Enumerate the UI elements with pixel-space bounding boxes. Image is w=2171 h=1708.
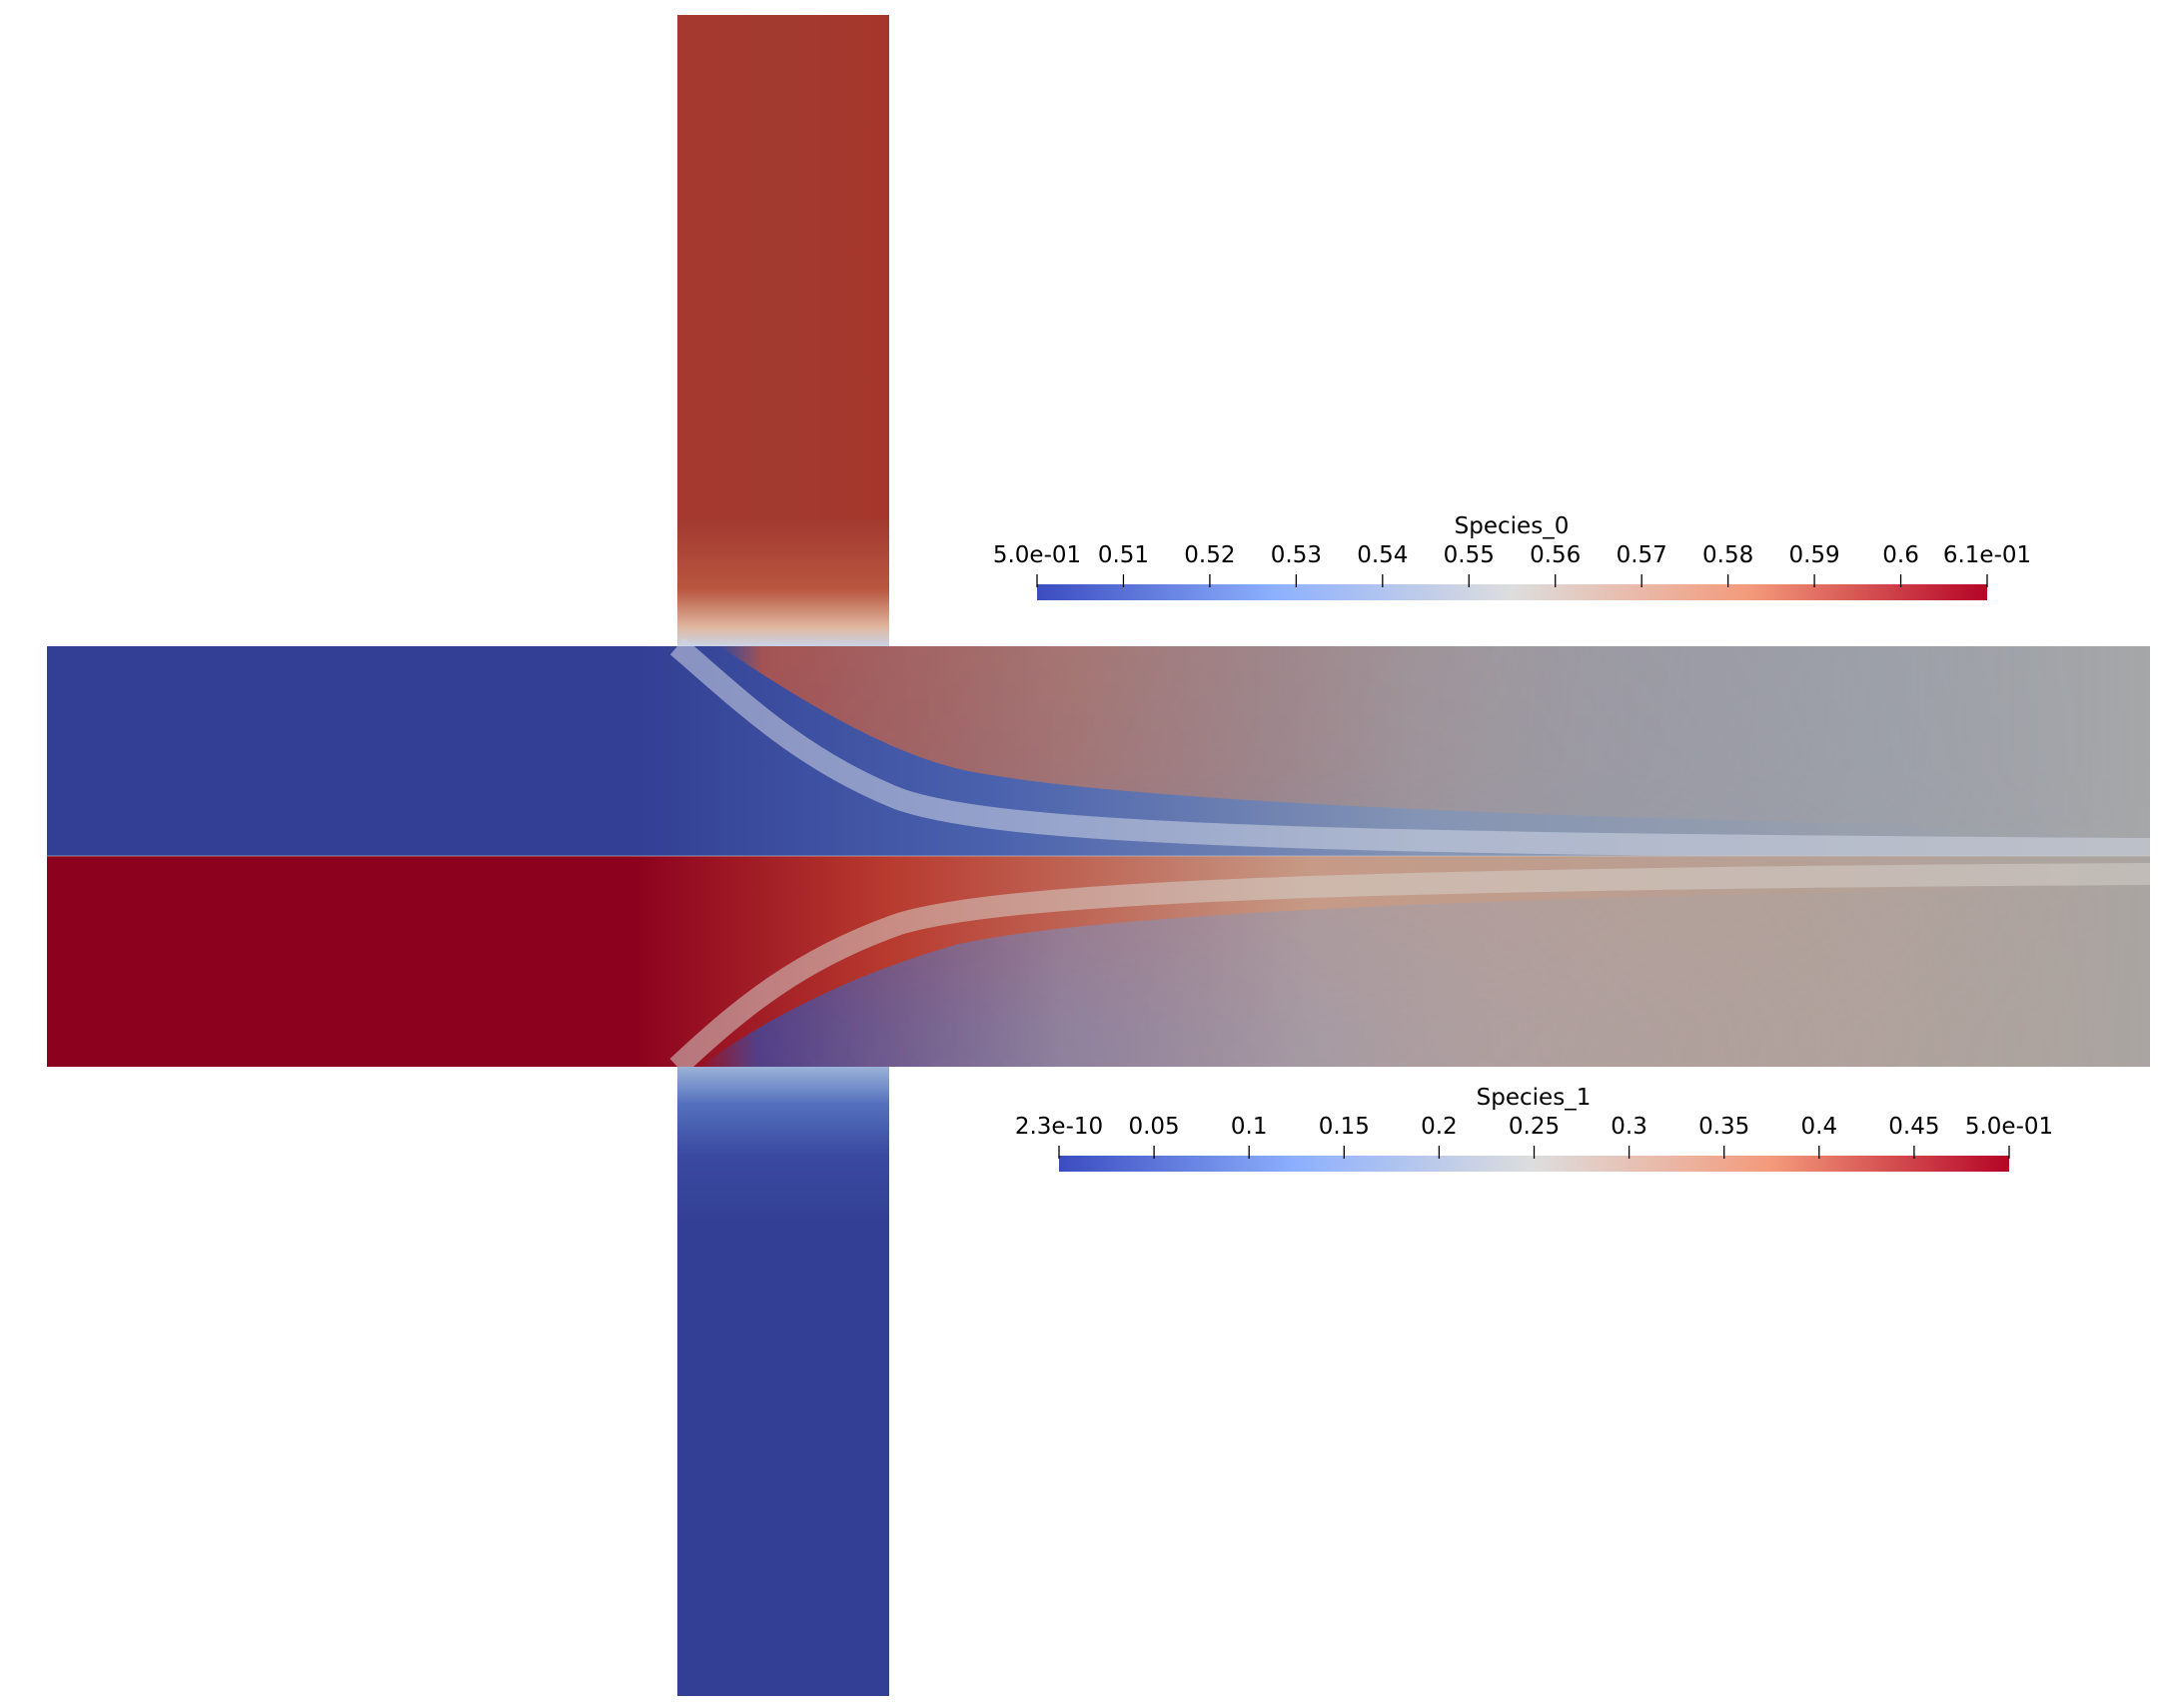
colorbar-tick-label: 0.58 <box>1702 542 1753 568</box>
colorbar-tick-label: 0.51 <box>1098 542 1149 568</box>
colorbar-tick-label: 6.1e-01 <box>1943 542 2031 568</box>
upper-red-plume <box>719 646 2150 829</box>
colorbar-tick-label: 2.3e-10 <box>1015 1114 1103 1140</box>
colorbar-tick-label: 0.56 <box>1530 542 1581 568</box>
colorbar-gradient <box>1037 584 1987 600</box>
colorbar-ticks: 2.3e-10 0.05 0.1 0.15 0.2 0.25 0.3 0.35 0.4 0.45 5… <box>1015 1114 2053 1159</box>
upper-interface-band <box>669 637 2151 860</box>
bottom-inlet-channel <box>677 1067 889 1696</box>
colorbar-tick-label: 0.35 <box>1698 1114 1749 1140</box>
colorbar-gradient <box>1059 1156 2009 1172</box>
colorbar-tick-label: 0.4 <box>1801 1114 1838 1140</box>
flow-domain <box>47 15 2151 1696</box>
colorbar-title: Species_0 <box>1455 513 1570 539</box>
colorbar-tick-label: 0.45 <box>1888 1114 1939 1140</box>
colorbar-tick-label: 0.15 <box>1319 1114 1370 1140</box>
colorbar-tick-label: 5.0e-01 <box>1965 1114 2053 1140</box>
colorbar-tick-label: 0.57 <box>1617 542 1667 568</box>
colorbar-tick-label: 5.0e-01 <box>993 542 1081 568</box>
colorbar-tick-label: 0.54 <box>1357 542 1408 568</box>
colorbar-tick-label: 0.59 <box>1788 542 1839 568</box>
colorbar-tick-label: 0.6 <box>1882 542 1919 568</box>
colorbar-ticks: 5.0e-01 0.51 0.52 0.53 0.54 0.55 0.56 0.57 0.58 0… <box>993 542 2031 587</box>
colorbar-tick-label: 0.25 <box>1509 1114 1560 1140</box>
colorbar-tick-label: 0.53 <box>1271 542 1322 568</box>
colorbar-tick-label: 0.1 <box>1231 1114 1268 1140</box>
colorbar-tick-label: 0.2 <box>1421 1114 1458 1140</box>
colorbar-tick-label: 0.52 <box>1184 542 1235 568</box>
colorbar-species-0: Species_0 5.0e-01 0.51 0.52 0.53 0.54 0.55 0.5… <box>993 513 2031 600</box>
top-inlet-junction-fade <box>677 519 889 646</box>
lower-interface-band <box>669 863 2151 1076</box>
colorbar-tick-label: 0.05 <box>1128 1114 1179 1140</box>
colorbar-tick-label: 0.3 <box>1611 1114 1647 1140</box>
colorbar-tick-label: 0.55 <box>1444 542 1495 568</box>
lower-blue-plume <box>699 889 2150 1067</box>
colorbar-species-1: Species_1 2.3e-10 0.05 0.1 0.15 0.2 0.25 0.3 0.… <box>1015 1085 2053 1172</box>
colorbar-title: Species_1 <box>1477 1085 1592 1111</box>
top-inlet-channel <box>677 15 889 574</box>
